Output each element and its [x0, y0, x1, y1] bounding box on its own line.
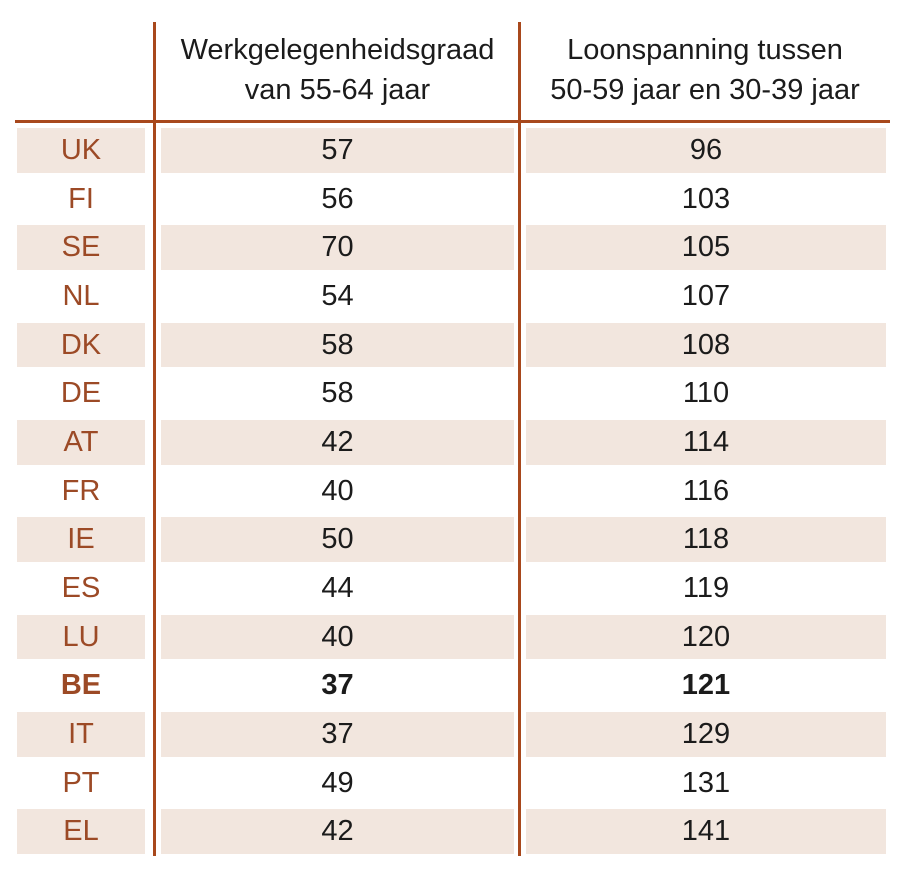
table-row: FI 56 103: [15, 175, 890, 224]
data-table: Werkgelegenheidsgraad van 55-64 jaar Loo…: [15, 20, 890, 856]
wagespan-value: 129: [526, 712, 886, 757]
wagespan-value: 108: [526, 322, 886, 368]
wagespan-value: 105: [526, 225, 886, 271]
employment-value: 42: [161, 809, 514, 855]
country-label: DE: [60, 377, 102, 410]
country-label: IE: [17, 517, 145, 563]
header-cell-country: [15, 20, 155, 120]
employment-value: 37: [321, 669, 354, 702]
employment-value: 44: [321, 571, 354, 604]
table-row: LU 40 120: [15, 613, 890, 662]
country-label: UK: [17, 128, 145, 173]
country-label: EL: [17, 809, 145, 855]
table-row: DE 58 110: [15, 369, 890, 418]
wagespan-value: 114: [526, 420, 886, 465]
wagespan-value: 103: [681, 182, 731, 215]
employment-value: 49: [321, 766, 354, 799]
country-label: FR: [61, 474, 101, 507]
table-header: Werkgelegenheidsgraad van 55-64 jaar Loo…: [15, 20, 890, 120]
employment-value: 57: [161, 128, 514, 173]
employment-value: 56: [321, 182, 354, 215]
wagespan-value: 110: [682, 377, 730, 410]
wagespan-value: 116: [682, 474, 730, 507]
country-label: FI: [68, 182, 94, 215]
table-row: DK 58 108: [15, 321, 890, 370]
table-row: SE 70 105: [15, 223, 890, 272]
wagespan-value: 118: [526, 517, 886, 563]
country-label: DK: [17, 322, 145, 368]
country-label: AT: [17, 420, 145, 465]
employment-value: 37: [161, 712, 514, 757]
table-row: EL 42 141: [15, 807, 890, 856]
table-row: PT 49 131: [15, 759, 890, 808]
country-label: BE: [60, 669, 102, 702]
header-cell-employment: Werkgelegenheidsgraad van 55-64 jaar: [155, 20, 520, 120]
header-wagespan-line1: Loonspanning tussen: [567, 34, 843, 66]
wagespan-value: 121: [681, 669, 731, 702]
column-divider-1: [153, 22, 156, 856]
wagespan-value: 107: [681, 279, 731, 312]
wagespan-value: 96: [526, 128, 886, 173]
header-cell-wagespan: Loonspanning tussen 50-59 jaar en 30-39 …: [520, 20, 890, 120]
table-row: UK 57 96: [15, 126, 890, 175]
employment-value: 42: [161, 420, 514, 465]
table-row-highlighted: BE 37 121: [15, 661, 890, 710]
header-divider: [15, 120, 890, 123]
country-label: LU: [17, 614, 145, 660]
country-label: ES: [61, 571, 101, 604]
country-label: SE: [17, 225, 145, 271]
employment-value: 50: [161, 517, 514, 563]
table-row: AT 42 114: [15, 418, 890, 467]
table-row: ES 44 119: [15, 564, 890, 613]
header-wagespan-line2: 50-59 jaar en 30-39 jaar: [550, 74, 860, 106]
employment-value: 40: [161, 614, 514, 660]
country-label: IT: [17, 712, 145, 757]
table-row: IE 50 118: [15, 515, 890, 564]
table-row: NL 54 107: [15, 272, 890, 321]
country-label: NL: [62, 279, 100, 312]
wagespan-value: 131: [681, 766, 731, 799]
table-row: IT 37 129: [15, 710, 890, 759]
table-row: FR 40 116: [15, 467, 890, 516]
country-label: PT: [62, 766, 100, 799]
employment-value: 40: [321, 474, 354, 507]
column-divider-2: [518, 22, 521, 856]
wagespan-value: 141: [526, 809, 886, 855]
header-employment-line2: van 55-64 jaar: [244, 74, 431, 106]
employment-value: 58: [161, 322, 514, 368]
employment-value: 70: [161, 225, 514, 271]
wagespan-value: 120: [526, 614, 886, 660]
table-body: UK 57 96 FI 56 103 SE 70 105 NL 54 107 D…: [15, 123, 890, 856]
header-employment-line1: Werkgelegenheidsgraad: [180, 34, 495, 66]
employment-value: 54: [321, 279, 354, 312]
wagespan-value: 119: [682, 571, 730, 604]
employment-value: 58: [321, 377, 354, 410]
